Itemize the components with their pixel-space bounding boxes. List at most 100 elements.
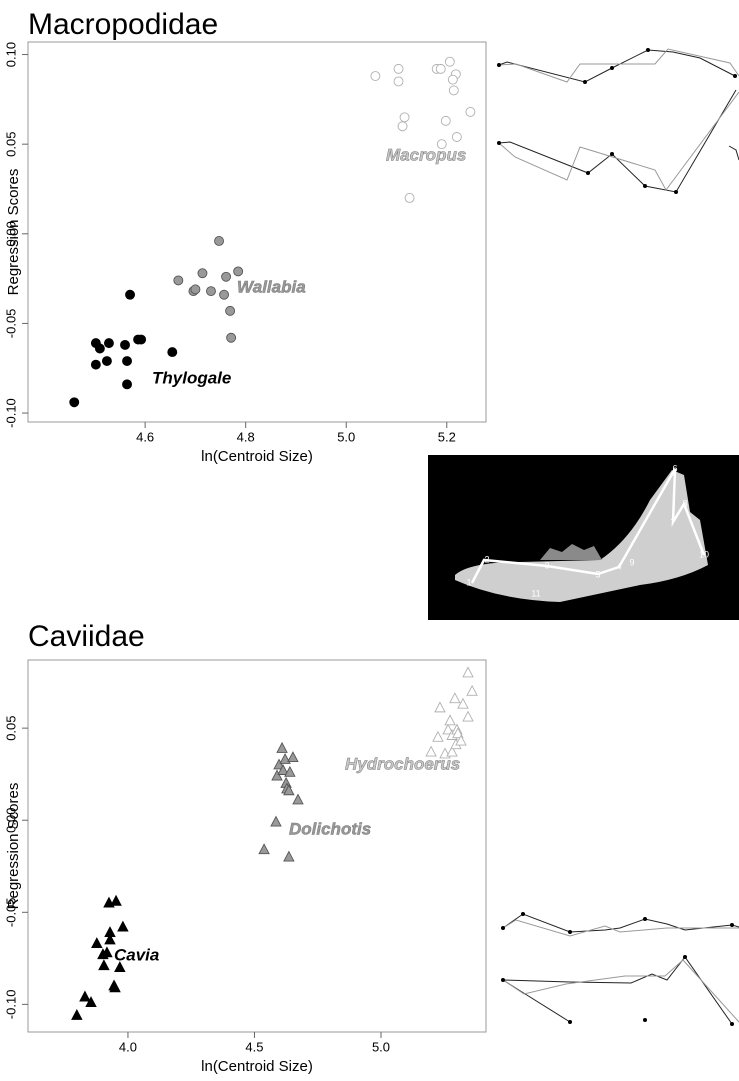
shape-diagram-bottom: [501, 912, 739, 1026]
point: [452, 727, 464, 739]
point: [271, 769, 283, 781]
point: [425, 745, 437, 757]
point: [276, 741, 288, 753]
y-tick-label: -0.10: [3, 990, 18, 1020]
y-tick-label: 0.00: [3, 808, 18, 833]
point: [270, 815, 282, 827]
point: [98, 959, 110, 971]
series-label: Thylogale: [152, 368, 231, 387]
landmark-label: 4: [616, 561, 621, 571]
point: [399, 112, 410, 123]
x-axis-label: ln(Centroid Size): [201, 1058, 313, 1075]
point: [435, 63, 446, 74]
point: [117, 920, 129, 932]
point: [442, 723, 454, 735]
point: [404, 192, 415, 203]
x-axis-label: ln(Centroid Size): [201, 448, 313, 465]
point: [449, 692, 461, 704]
point: [173, 275, 184, 286]
point: [283, 784, 295, 796]
point: [277, 764, 289, 775]
point: [283, 850, 295, 862]
landmark-label: 8: [682, 498, 687, 508]
point: [284, 765, 296, 777]
point: [219, 289, 230, 300]
point: [101, 946, 113, 958]
point: [104, 933, 116, 945]
landmark-label: 9: [629, 557, 634, 567]
point: [279, 752, 291, 764]
point: [125, 289, 136, 300]
point: [440, 115, 451, 126]
point: [206, 286, 216, 297]
series-label: Dolichotis: [289, 819, 371, 838]
point: [101, 356, 112, 367]
y-tick-label: 0.05: [3, 132, 18, 157]
point: [393, 76, 404, 87]
point: [370, 71, 381, 82]
y-tick-label: -0.10: [3, 398, 18, 428]
y-tick-label: 0.00: [3, 221, 18, 246]
point: [103, 338, 114, 349]
point: [432, 730, 444, 742]
shape-diagram-top: [497, 48, 739, 194]
point: [94, 343, 105, 354]
point: [287, 751, 299, 763]
point: [466, 684, 478, 696]
point: [444, 714, 456, 726]
point: [110, 894, 122, 906]
landmark-label: 5: [595, 569, 600, 579]
y-tick-label: 0.05: [3, 715, 18, 740]
point: [197, 268, 208, 279]
plot-frame: [27, 41, 487, 423]
point: [397, 121, 408, 132]
point: [436, 139, 447, 150]
point: [273, 758, 285, 770]
chart-title: Caviidae: [28, 620, 145, 653]
point: [465, 106, 476, 117]
point: [214, 236, 224, 246]
series-label: Hydrochoerus: [345, 754, 460, 773]
point: [190, 284, 201, 295]
x-tick-label: 4.0: [119, 1039, 137, 1054]
point: [90, 359, 101, 370]
series-label: Wallabia: [237, 277, 306, 296]
point: [120, 339, 130, 350]
x-tick-label: 4.6: [136, 429, 154, 444]
plot-frame: [27, 659, 487, 1033]
series-label: Cavia: [114, 945, 159, 964]
y-axis-label: Regression Scores: [5, 169, 22, 296]
landmark-label: 2: [484, 554, 489, 564]
series-label: Macropus: [386, 145, 466, 164]
point: [226, 332, 237, 343]
point: [114, 961, 126, 972]
point: [221, 271, 232, 282]
point: [91, 937, 103, 949]
point: [233, 266, 244, 277]
point: [462, 666, 474, 678]
point: [446, 745, 458, 757]
point: [71, 1008, 83, 1020]
x-tick-label: 4.8: [237, 429, 255, 444]
landmark-label: 6: [672, 463, 677, 473]
point: [122, 379, 132, 390]
x-tick-label: 4.5: [245, 1039, 263, 1054]
point: [167, 347, 178, 358]
landmark-label: 1: [466, 577, 471, 587]
y-tick-label: -0.05: [3, 309, 18, 339]
point: [85, 996, 97, 1007]
landmark-label: 10: [699, 549, 709, 559]
y-axis-label: Regression Scores: [5, 783, 22, 910]
point: [455, 734, 467, 746]
landmark-label: 7: [670, 517, 675, 527]
landmark-label: 3: [544, 560, 549, 570]
point: [69, 397, 80, 408]
point: [448, 85, 459, 96]
point: [393, 63, 404, 74]
landmark-label: 11: [531, 588, 540, 598]
point: [457, 697, 469, 709]
point: [122, 356, 132, 367]
x-tick-label: 5.0: [337, 429, 355, 444]
point: [136, 334, 147, 345]
